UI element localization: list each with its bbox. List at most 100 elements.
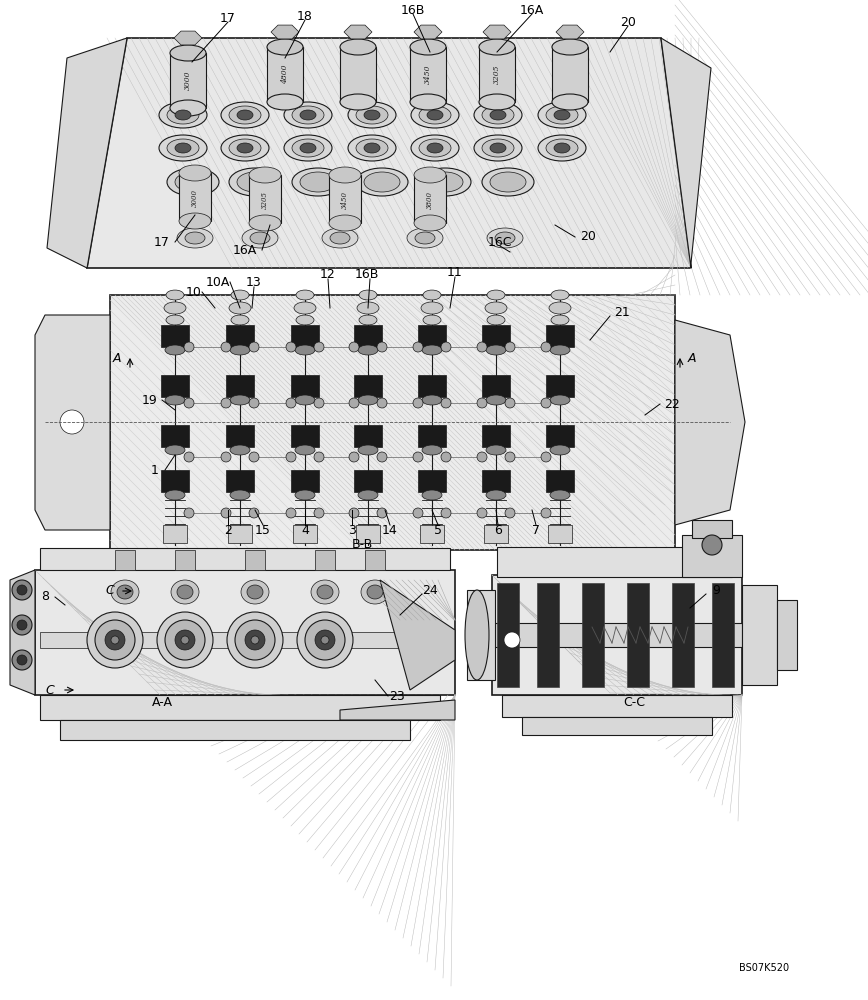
- Bar: [365, 550, 385, 570]
- Ellipse shape: [295, 345, 315, 355]
- Ellipse shape: [12, 615, 32, 635]
- Bar: [245, 550, 265, 570]
- Ellipse shape: [419, 106, 451, 124]
- Bar: [291, 375, 319, 397]
- Ellipse shape: [482, 168, 534, 196]
- Ellipse shape: [422, 490, 442, 500]
- Ellipse shape: [12, 650, 32, 670]
- Ellipse shape: [87, 612, 143, 668]
- Ellipse shape: [165, 620, 205, 660]
- Ellipse shape: [413, 508, 423, 518]
- Bar: [170, 53, 206, 108]
- Ellipse shape: [477, 398, 487, 408]
- Ellipse shape: [538, 135, 586, 161]
- Text: 16A: 16A: [233, 243, 257, 256]
- Ellipse shape: [157, 612, 213, 668]
- Ellipse shape: [300, 172, 336, 192]
- Ellipse shape: [364, 143, 380, 153]
- Polygon shape: [174, 31, 202, 45]
- Bar: [40, 548, 450, 570]
- Ellipse shape: [358, 490, 378, 500]
- Bar: [546, 375, 574, 397]
- Ellipse shape: [230, 345, 250, 355]
- Text: A: A: [687, 352, 696, 364]
- Bar: [226, 375, 254, 397]
- Ellipse shape: [550, 395, 570, 405]
- Ellipse shape: [237, 172, 273, 192]
- Ellipse shape: [170, 100, 206, 116]
- Ellipse shape: [414, 167, 446, 183]
- Text: A: A: [113, 352, 122, 364]
- Ellipse shape: [184, 398, 194, 408]
- Ellipse shape: [422, 345, 442, 355]
- Ellipse shape: [441, 508, 451, 518]
- Ellipse shape: [377, 398, 387, 408]
- Text: 24: 24: [422, 584, 437, 596]
- Ellipse shape: [541, 508, 551, 518]
- Bar: [552, 47, 588, 102]
- Ellipse shape: [314, 342, 324, 352]
- Ellipse shape: [231, 290, 249, 300]
- Ellipse shape: [349, 398, 359, 408]
- Bar: [226, 425, 254, 447]
- Ellipse shape: [411, 135, 459, 161]
- Ellipse shape: [229, 106, 261, 124]
- Text: 13: 13: [247, 275, 262, 288]
- Bar: [414, 175, 446, 223]
- Ellipse shape: [486, 445, 506, 455]
- Ellipse shape: [286, 398, 296, 408]
- Ellipse shape: [170, 45, 206, 61]
- Ellipse shape: [377, 508, 387, 518]
- Ellipse shape: [12, 580, 32, 600]
- Text: 2: 2: [224, 524, 232, 536]
- Ellipse shape: [242, 228, 278, 248]
- Bar: [484, 525, 508, 543]
- Ellipse shape: [490, 110, 506, 120]
- Polygon shape: [414, 25, 442, 39]
- Ellipse shape: [230, 445, 250, 455]
- Ellipse shape: [322, 228, 358, 248]
- Text: 20: 20: [620, 15, 636, 28]
- Bar: [40, 632, 435, 648]
- Bar: [291, 325, 319, 347]
- Ellipse shape: [485, 302, 507, 314]
- Ellipse shape: [357, 302, 379, 314]
- Ellipse shape: [427, 110, 443, 120]
- Polygon shape: [675, 320, 745, 525]
- Ellipse shape: [552, 94, 588, 110]
- Ellipse shape: [538, 102, 586, 128]
- Bar: [161, 375, 189, 397]
- Bar: [249, 175, 281, 223]
- Ellipse shape: [505, 342, 515, 352]
- Ellipse shape: [541, 452, 551, 462]
- Bar: [291, 425, 319, 447]
- Ellipse shape: [554, 110, 570, 120]
- Ellipse shape: [311, 580, 339, 604]
- Bar: [492, 623, 742, 647]
- Bar: [418, 425, 446, 447]
- Polygon shape: [556, 25, 584, 39]
- Ellipse shape: [111, 636, 119, 644]
- Bar: [226, 325, 254, 347]
- Ellipse shape: [541, 398, 551, 408]
- Ellipse shape: [286, 452, 296, 462]
- Bar: [418, 325, 446, 347]
- Ellipse shape: [165, 345, 185, 355]
- Ellipse shape: [245, 630, 265, 650]
- Ellipse shape: [359, 290, 377, 300]
- Bar: [548, 525, 572, 543]
- Ellipse shape: [413, 398, 423, 408]
- Ellipse shape: [177, 585, 193, 599]
- Bar: [420, 525, 444, 543]
- Ellipse shape: [419, 168, 471, 196]
- Bar: [627, 583, 649, 687]
- Bar: [546, 325, 574, 347]
- Text: 7: 7: [532, 524, 540, 536]
- Bar: [418, 375, 446, 397]
- Ellipse shape: [184, 342, 194, 352]
- Bar: [467, 590, 495, 680]
- Text: 21: 21: [615, 306, 630, 318]
- Ellipse shape: [221, 508, 231, 518]
- Text: 16B: 16B: [355, 267, 379, 280]
- Ellipse shape: [361, 580, 389, 604]
